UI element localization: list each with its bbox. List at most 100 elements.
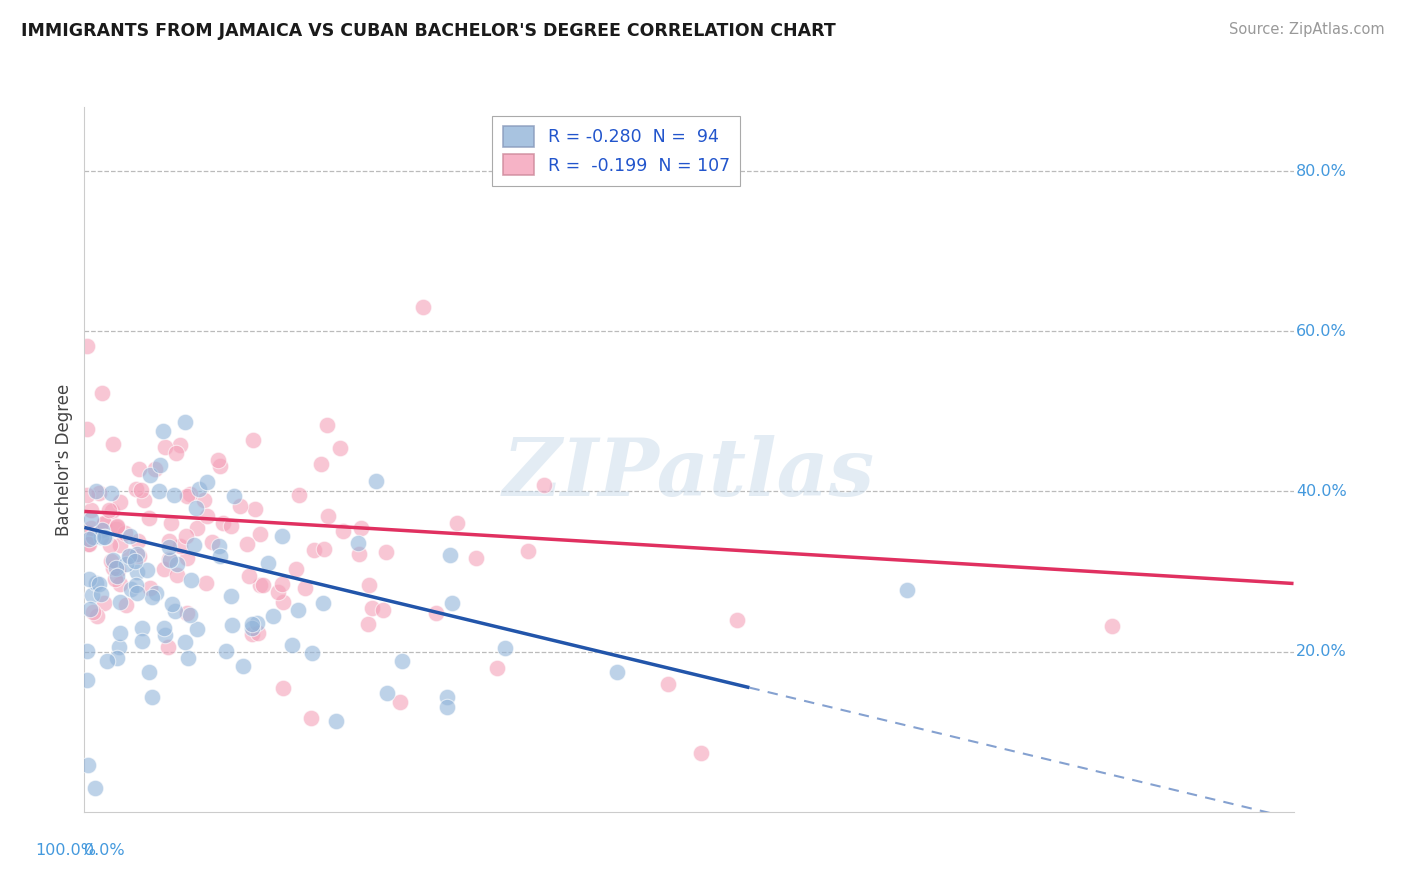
Point [93, 517, 115, 532]
Point [160, 516, 183, 531]
Point [138, 665, 160, 679]
Point [76, 421, 98, 435]
Point [357, 617, 380, 632]
Point [288, 487, 311, 501]
Point [82, 605, 104, 619]
Point [371, 603, 394, 617]
Point [104, 561, 127, 575]
Point [252, 578, 274, 592]
Point [179, 608, 201, 623]
Point [174, 529, 197, 543]
Point [93, 596, 115, 610]
Point [169, 438, 191, 452]
Text: Source: ZipAtlas.com: Source: ZipAtlas.com [1229, 22, 1385, 37]
Point [173, 415, 195, 429]
Point [115, 557, 138, 571]
Point [494, 640, 516, 655]
Point [176, 606, 198, 620]
Point [280, 638, 302, 652]
Point [84, 576, 107, 591]
Point [246, 626, 269, 640]
Point [329, 441, 352, 455]
Point [105, 520, 128, 534]
Point [110, 595, 132, 609]
Point [77, 536, 100, 550]
Point [229, 499, 252, 513]
Point [145, 586, 167, 600]
Point [215, 644, 238, 658]
Point [138, 511, 160, 525]
Point [246, 615, 269, 630]
Point [131, 634, 153, 648]
Point [98, 503, 121, 517]
Point [243, 502, 266, 516]
Point [100, 504, 122, 518]
Point [76, 644, 98, 658]
Point [375, 686, 398, 700]
Point [90, 523, 112, 537]
Point [221, 618, 243, 632]
Point [77, 525, 100, 540]
Point [173, 635, 195, 649]
Text: IMMIGRANTS FROM JAMAICA VS CUBAN BACHELOR'S DEGREE CORRELATION CHART: IMMIGRANTS FROM JAMAICA VS CUBAN BACHELO… [21, 22, 835, 40]
Text: 60.0%: 60.0% [1296, 324, 1347, 339]
Point [131, 621, 153, 635]
Point [115, 599, 138, 613]
Point [125, 586, 148, 600]
Point [98, 538, 121, 552]
Point [242, 433, 264, 447]
Point [77, 572, 100, 586]
Point [183, 538, 205, 552]
Point [657, 676, 679, 690]
Point [208, 458, 231, 473]
Point [107, 563, 129, 577]
Point [120, 582, 142, 597]
Point [159, 553, 181, 567]
Point [125, 577, 148, 591]
Point [80, 503, 103, 517]
Point [120, 549, 142, 564]
Point [76, 537, 98, 551]
Point [271, 577, 294, 591]
Point [240, 621, 263, 635]
Point [82, 530, 104, 544]
Text: 100.0%: 100.0% [35, 844, 97, 858]
Point [157, 534, 180, 549]
Point [90, 385, 112, 400]
Point [128, 549, 150, 563]
Point [124, 482, 146, 496]
Point [446, 516, 468, 531]
Point [160, 598, 183, 612]
Point [347, 548, 370, 562]
Point [219, 589, 242, 603]
Point [285, 562, 308, 576]
Point [533, 478, 555, 492]
Text: ZIPatlas: ZIPatlas [503, 434, 875, 512]
Point [315, 418, 337, 433]
Point [94, 530, 117, 544]
Point [240, 617, 263, 632]
Point [166, 567, 188, 582]
Point [93, 516, 115, 531]
Point [124, 554, 146, 568]
Point [364, 474, 387, 488]
Point [316, 508, 339, 523]
Text: 40.0%: 40.0% [1296, 484, 1347, 499]
Point [186, 501, 208, 516]
Point [186, 521, 208, 535]
Point [193, 492, 215, 507]
Point [186, 622, 208, 636]
Point [262, 609, 284, 624]
Point [389, 695, 412, 709]
Point [77, 533, 100, 547]
Text: 20.0%: 20.0% [1296, 644, 1347, 659]
Point [110, 495, 132, 509]
Point [332, 524, 354, 539]
Point [896, 582, 918, 597]
Point [105, 651, 128, 665]
Point [439, 549, 461, 563]
Point [169, 539, 191, 553]
Point [240, 627, 263, 641]
Point [180, 573, 202, 587]
Point [222, 489, 245, 503]
